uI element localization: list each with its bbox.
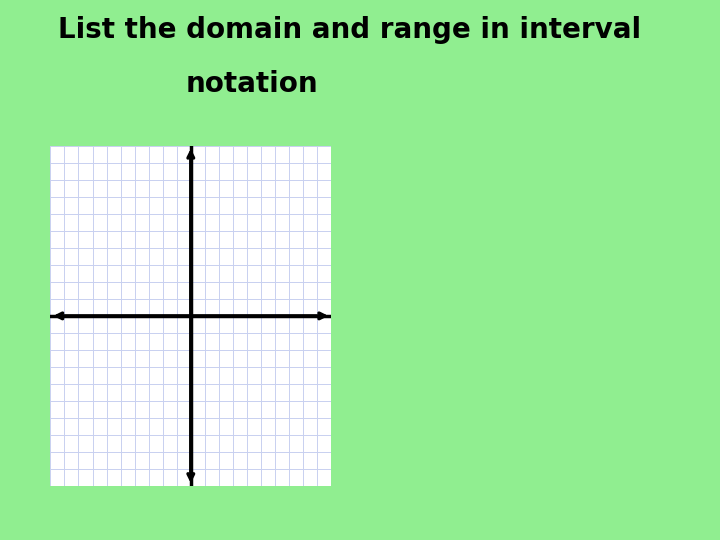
Text: List the domain and range in interval: List the domain and range in interval (58, 16, 641, 44)
Text: notation: notation (186, 70, 318, 98)
